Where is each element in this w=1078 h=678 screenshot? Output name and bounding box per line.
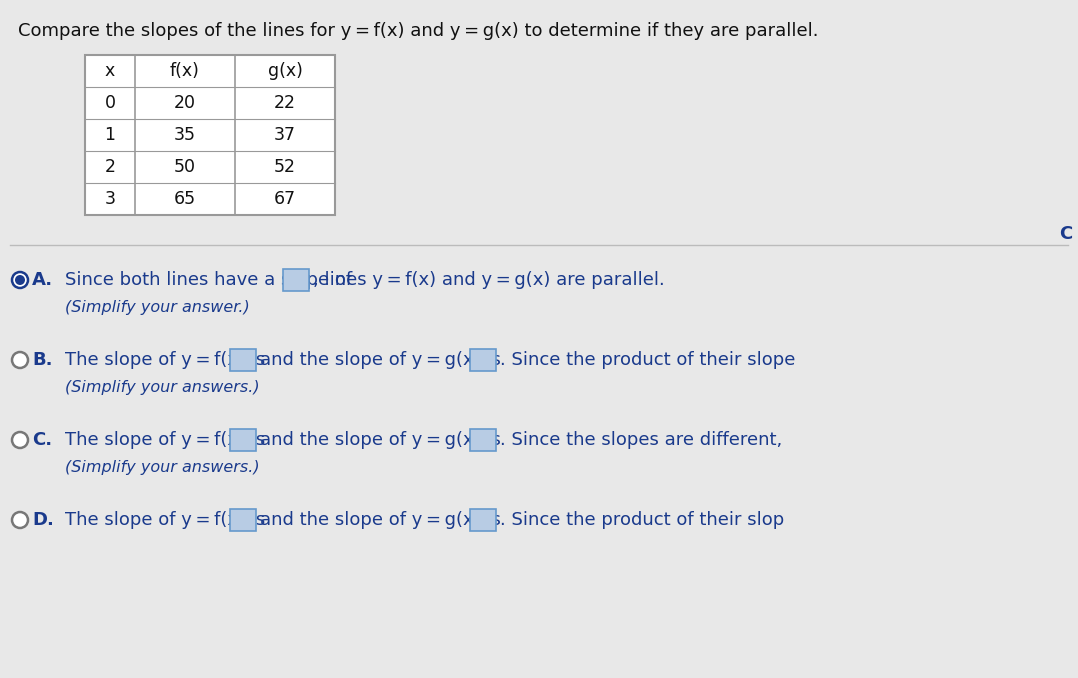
Text: and the slope of y = g(x) is: and the slope of y = g(x) is <box>260 431 501 449</box>
Text: 50: 50 <box>174 158 196 176</box>
Bar <box>470 509 496 531</box>
Text: . Since the slopes are different,: . Since the slopes are different, <box>500 431 783 449</box>
Text: D.: D. <box>32 511 54 529</box>
Text: , lines y = f(x) and y = g(x) are parallel.: , lines y = f(x) and y = g(x) are parall… <box>313 271 665 289</box>
Text: (Simplify your answers.): (Simplify your answers.) <box>65 380 260 395</box>
Circle shape <box>15 275 25 285</box>
Text: 1: 1 <box>105 126 115 144</box>
Text: The slope of y = f(x) is: The slope of y = f(x) is <box>65 511 265 529</box>
Text: 22: 22 <box>274 94 296 112</box>
Circle shape <box>12 512 28 528</box>
Bar <box>85 55 335 215</box>
Bar <box>230 349 255 371</box>
Text: 65: 65 <box>174 190 196 208</box>
Text: Since both lines have a slope of: Since both lines have a slope of <box>65 271 353 289</box>
Text: and the slope of y = g(x) is: and the slope of y = g(x) is <box>260 511 501 529</box>
Text: . Since the product of their slop: . Since the product of their slop <box>500 511 785 529</box>
Text: 52: 52 <box>274 158 296 176</box>
Bar <box>230 509 255 531</box>
Bar <box>470 349 496 371</box>
Text: 35: 35 <box>174 126 196 144</box>
Text: g(x): g(x) <box>267 62 303 80</box>
Text: 37: 37 <box>274 126 296 144</box>
Text: 0: 0 <box>105 94 115 112</box>
Text: . Since the product of their slope: . Since the product of their slope <box>500 351 796 369</box>
Bar <box>230 429 255 451</box>
Text: C.: C. <box>32 431 52 449</box>
Text: Compare the slopes of the lines for y = f(x) and y = g(x) to determine if they a: Compare the slopes of the lines for y = … <box>18 22 818 40</box>
Text: 3: 3 <box>105 190 115 208</box>
Text: B.: B. <box>32 351 53 369</box>
Text: The slope of y = f(x) is: The slope of y = f(x) is <box>65 431 265 449</box>
Text: f(x): f(x) <box>170 62 199 80</box>
Text: (Simplify your answers.): (Simplify your answers.) <box>65 460 260 475</box>
Text: and the slope of y = g(x) is: and the slope of y = g(x) is <box>260 351 501 369</box>
Text: 20: 20 <box>174 94 196 112</box>
Text: 2: 2 <box>105 158 115 176</box>
Bar <box>470 429 496 451</box>
Circle shape <box>12 352 28 368</box>
Text: A.: A. <box>32 271 53 289</box>
Circle shape <box>12 272 28 288</box>
Text: C: C <box>1059 225 1072 243</box>
Circle shape <box>12 432 28 448</box>
Text: x: x <box>105 62 115 80</box>
Text: 67: 67 <box>274 190 296 208</box>
Bar <box>284 269 309 291</box>
Text: The slope of y = f(x) is: The slope of y = f(x) is <box>65 351 265 369</box>
Text: (Simplify your answer.): (Simplify your answer.) <box>65 300 250 315</box>
